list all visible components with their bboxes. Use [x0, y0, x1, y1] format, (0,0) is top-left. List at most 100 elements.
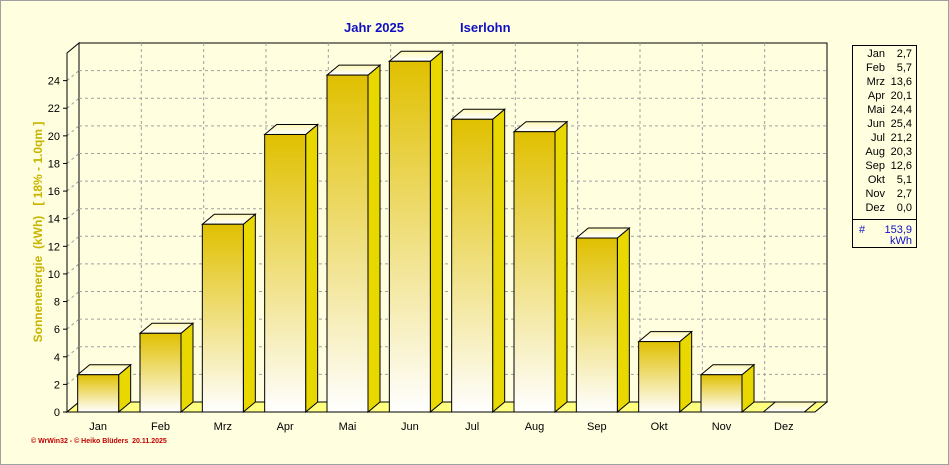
legend-month: Sep	[865, 160, 885, 172]
y-tick-label: 6	[54, 324, 60, 336]
bar-top	[761, 401, 818, 413]
x-tick-label: Dez	[774, 421, 794, 433]
y-tick-label: 20	[48, 131, 60, 143]
legend-row: Okt 5,1	[853, 174, 916, 188]
legend-row: Mrz 13,6	[853, 76, 916, 90]
legend-value: 2,7	[896, 188, 912, 200]
x-tick-label: Feb	[151, 421, 170, 433]
legend-value: 5,1	[896, 174, 912, 186]
y-tick-label: 2	[54, 379, 60, 391]
legend-value: 24,4	[890, 104, 912, 116]
x-tick-label: Mrz	[214, 421, 232, 433]
legend-value: 2,7	[896, 48, 912, 60]
legend-month: Okt	[867, 174, 885, 186]
x-tick-label: Jul	[465, 421, 479, 433]
bar	[575, 237, 618, 413]
y-tick-label: 14	[48, 214, 60, 226]
y-gridline-side	[66, 318, 80, 330]
legend-row: Jun 25,4	[853, 118, 916, 132]
y-gridline-side	[66, 235, 80, 247]
footer-copyright: © WrWin32 - © Heiko Blüders 20.11.2025	[31, 438, 167, 445]
x-tick-label: Jan	[89, 421, 107, 433]
legend-month: Jun	[867, 118, 885, 130]
legend-value: 20,1	[890, 90, 912, 102]
y-tick-label: 4	[54, 352, 60, 364]
bar-side	[242, 213, 256, 414]
y-gridline-side	[66, 153, 80, 164]
plot-floor	[65, 401, 829, 413]
legend-value: 5,7	[896, 62, 912, 74]
legend-value: 13,6	[890, 76, 912, 88]
bar	[388, 60, 431, 413]
legend-value: 25,4	[890, 118, 912, 130]
bar	[326, 74, 369, 413]
bar	[77, 374, 120, 413]
legend-month: Dez	[865, 202, 885, 214]
chart-title: Jahr 2025	[344, 20, 404, 35]
legend-row: Apr 20,1	[853, 90, 916, 104]
bar-side	[616, 226, 630, 414]
bar	[264, 133, 307, 413]
chart-subtitle: Iserlohn	[460, 20, 511, 35]
y-gridline-side	[66, 291, 80, 302]
bar-side	[180, 322, 194, 414]
y-gridline-side	[66, 346, 80, 358]
bar-side	[305, 123, 319, 414]
y-tick-label: 16	[48, 186, 60, 198]
legend-row: Feb 5,7	[853, 62, 916, 76]
y-tick-label: 0	[54, 407, 60, 419]
legend-value: 20,3	[890, 146, 912, 158]
y-gridline-side	[66, 208, 80, 220]
y-gridline-side	[66, 180, 80, 192]
y-tick-label: 8	[54, 297, 60, 309]
legend-month: Apr	[867, 90, 885, 102]
legend-row: Mai 24,4	[853, 104, 916, 118]
legend-value: 21,2	[890, 132, 912, 144]
x-tick-label: Jun	[401, 421, 419, 433]
y-tick-label: 12	[48, 241, 60, 253]
legend-month: Mai	[867, 104, 885, 116]
y-tick-label: 24	[48, 76, 60, 88]
legend-value: 12,6	[890, 160, 912, 172]
x-tick-label: Okt	[651, 421, 668, 433]
legend-row: Jan 2,7	[853, 48, 916, 62]
legend-row: Nov 2,7	[853, 188, 916, 202]
bar-side	[554, 120, 568, 414]
legend-month: Jul	[870, 132, 885, 144]
legend-divider	[853, 219, 916, 220]
bar	[513, 131, 556, 413]
plot-side-wall	[66, 41, 80, 414]
bar	[451, 118, 494, 413]
y-tick-label: 10	[48, 269, 60, 281]
legend-month: Feb	[866, 62, 885, 74]
legend-total-symbol: #	[859, 224, 866, 236]
legend-row: Dez 0,0	[853, 202, 916, 216]
x-tick-label: Aug	[525, 421, 545, 433]
bar-side	[367, 64, 381, 414]
legend-value: 0,0	[896, 202, 912, 214]
y-gridline-side	[66, 263, 80, 275]
bar-side	[492, 108, 506, 414]
legend-month: Nov	[865, 188, 885, 200]
y-tick-label: 18	[48, 158, 60, 170]
legend-month: Mrz	[866, 76, 885, 88]
y-gridline-side	[66, 70, 80, 81]
legend-month: Jan	[867, 48, 885, 60]
legend-total-unit: kWh	[890, 235, 912, 247]
legend-row: Aug 20,3	[853, 146, 916, 160]
legend-month: Aug	[865, 146, 885, 158]
bar-side	[679, 330, 693, 414]
value-legend: Jan 2,7 Feb 5,7 Mrz 13,6 Apr 20,1 Mai 24,4 Jun 25,4…	[852, 45, 917, 248]
bar	[201, 223, 244, 413]
x-tick-label: Sep	[587, 421, 607, 433]
x-tick-label: Nov	[712, 421, 732, 433]
y-gridline-side	[66, 97, 80, 109]
x-tick-label: Mai	[339, 421, 357, 433]
x-tick-label: Apr	[277, 421, 294, 433]
y-tick-label: 22	[48, 103, 60, 115]
bar-side	[429, 50, 443, 414]
bar	[638, 341, 681, 413]
y-gridline-side	[66, 374, 80, 385]
bar	[700, 374, 743, 413]
